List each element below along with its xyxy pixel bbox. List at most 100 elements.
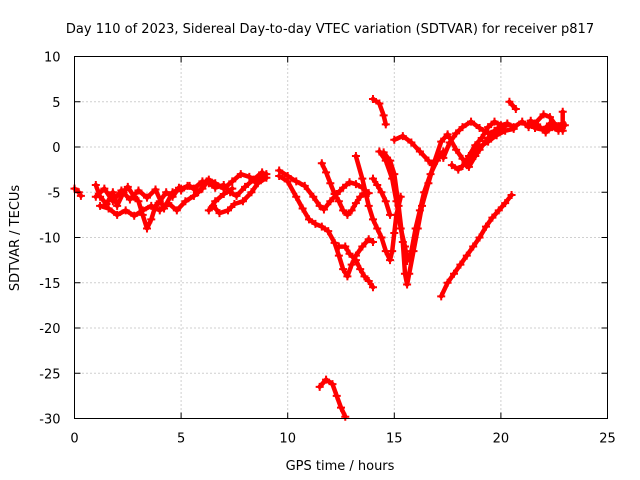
data-point-plus — [322, 375, 331, 384]
data-point-plus — [328, 380, 337, 389]
data-point-plus — [211, 197, 220, 206]
x-tick-labels: 0 5 10 15 20 25 — [70, 432, 615, 447]
data-point-plus — [554, 126, 563, 135]
data-point-plus — [334, 251, 343, 260]
data-point-plus — [467, 117, 476, 126]
data-point-plus — [332, 391, 341, 400]
y-tick-label: -25 — [39, 367, 60, 382]
data-point-plus — [390, 228, 399, 237]
data-point-plus — [558, 107, 567, 116]
data-point-plus — [117, 186, 126, 195]
y-tick-label: -20 — [39, 322, 60, 337]
data-point-plus — [91, 192, 100, 201]
data-point-plus — [456, 260, 465, 269]
data-point-plus — [494, 206, 503, 215]
data-point-plus — [364, 276, 373, 285]
data-point-plus — [337, 403, 345, 412]
axis-ticks — [74, 56, 608, 419]
data-point-plus — [388, 247, 397, 256]
data-point-plus — [330, 190, 339, 199]
y-tick-label: -15 — [39, 277, 60, 292]
data-point-plus — [215, 209, 224, 218]
data-point-plus — [249, 175, 258, 184]
data-point-plus — [539, 110, 548, 119]
data-point-plus — [123, 182, 132, 191]
data-point-plus — [168, 188, 177, 197]
y-tick-label: -30 — [39, 413, 60, 428]
data-point-plus — [155, 206, 164, 215]
data-point-plus — [509, 123, 518, 132]
data-point-plus — [347, 260, 356, 269]
data-point-plus — [507, 190, 516, 199]
data-point-plus — [238, 197, 247, 206]
data-point-plus — [113, 201, 122, 210]
data-point-plus — [526, 116, 535, 125]
data-point-plus — [247, 188, 256, 197]
data-point-plus — [358, 242, 367, 251]
data-point-plus — [373, 224, 382, 233]
data-point-plus — [428, 161, 437, 170]
data-point-plus — [108, 197, 117, 206]
data-point-plus — [236, 170, 245, 179]
data-point-plus — [258, 168, 267, 177]
data-point-plus — [298, 204, 307, 213]
data-point-plus — [228, 184, 237, 193]
data-point-plus — [147, 201, 156, 210]
data-point-plus — [204, 179, 213, 188]
data-point-plus — [475, 233, 484, 242]
data-point-plus — [381, 120, 390, 129]
data-point-plus — [449, 269, 458, 278]
data-point-plus — [300, 181, 309, 190]
data-point-plus — [439, 153, 448, 162]
data-point-plus — [375, 99, 384, 108]
data-point-plus — [475, 145, 484, 154]
data-point-plus — [343, 210, 352, 219]
data-point-plus — [253, 179, 262, 188]
data-point-plus — [490, 117, 499, 126]
x-tick-label: 5 — [177, 432, 185, 447]
data-point-plus — [315, 201, 324, 210]
data-point-plus — [345, 178, 354, 187]
data-point-plus — [232, 191, 241, 200]
data-point-plus — [379, 111, 388, 120]
data-point-plus — [481, 136, 490, 145]
data-point-plus — [147, 215, 156, 224]
x-tick-label: 15 — [386, 432, 403, 447]
chart-title: Day 110 of 2023, Sidereal Day-to-day VTE… — [66, 22, 594, 37]
data-point-plus — [204, 206, 213, 215]
data-point-plus — [501, 199, 510, 208]
data-point-plus — [471, 152, 480, 161]
data-point-plus — [356, 192, 365, 201]
data-point-plus — [319, 205, 328, 214]
data-point-plus — [424, 156, 433, 165]
data-point-plus — [443, 278, 452, 287]
data-point-plus — [368, 238, 377, 247]
data-point-plus — [121, 206, 130, 215]
x-axis-label: GPS time / hours — [286, 459, 395, 474]
data-point-plus — [104, 204, 113, 213]
data-point-plus — [345, 249, 354, 258]
data-point-plus — [164, 199, 173, 208]
data-point-plus — [343, 272, 352, 281]
data-point-plus — [377, 188, 386, 197]
data-point-plus — [394, 201, 403, 210]
data-point-plus — [409, 247, 418, 256]
data-point-plus — [377, 233, 386, 242]
data-point-plus — [398, 238, 407, 247]
data-point-plus — [351, 256, 360, 265]
series-arc-07 — [206, 186, 235, 213]
data-point-plus — [275, 171, 284, 180]
data-point-plus — [437, 292, 446, 301]
data-point-plus — [326, 197, 335, 206]
y-tick-label: -10 — [39, 232, 60, 247]
data-point-plus — [447, 161, 456, 170]
y-tick-label: 5 — [52, 96, 60, 111]
data-point-plus — [326, 179, 335, 188]
data-point-plus — [452, 145, 461, 154]
y-axis-label: SDTVAR / TECUs — [8, 185, 23, 292]
data-point-plus — [76, 191, 85, 200]
data-point-plus — [292, 177, 301, 186]
data-point-plus — [452, 129, 461, 138]
series-arc-14 — [370, 96, 389, 127]
